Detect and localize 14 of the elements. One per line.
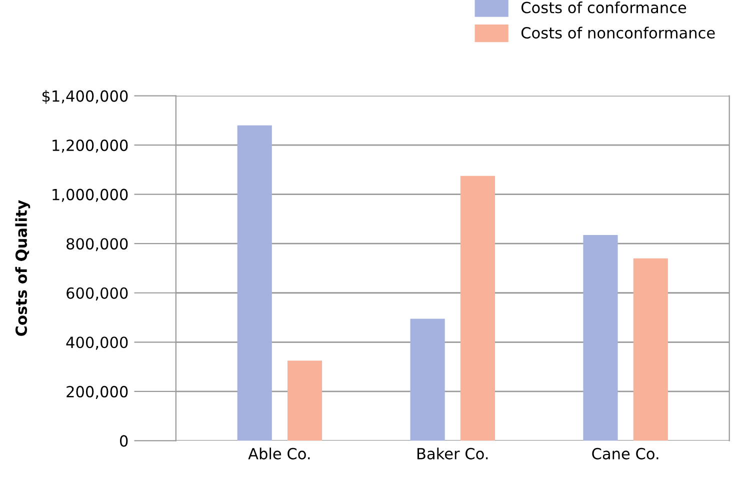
x-tick-label: Able Co. (248, 448, 310, 460)
y-tick-label: 200,000 (66, 386, 128, 399)
y-tick-label: $1,400,000 (42, 90, 128, 104)
y-tick-label: 800,000 (66, 238, 128, 252)
y-tick-label: 1,000,000 (52, 188, 128, 202)
legend-label: Costs of conformance (521, 1, 686, 14)
x-tick-label: Baker Co. (417, 448, 488, 460)
y-tick-label: 600,000 (66, 287, 128, 300)
y-axis-title: Costs of Quality (15, 200, 30, 336)
y-tick-label: 1,200,000 (52, 140, 128, 153)
x-tick-label: Cane Co. (592, 448, 658, 460)
y-tick-label: 0 (120, 435, 128, 447)
y-tick-label: 400,000 (66, 336, 128, 350)
legend-label: Costs of nonconformance (521, 26, 715, 39)
